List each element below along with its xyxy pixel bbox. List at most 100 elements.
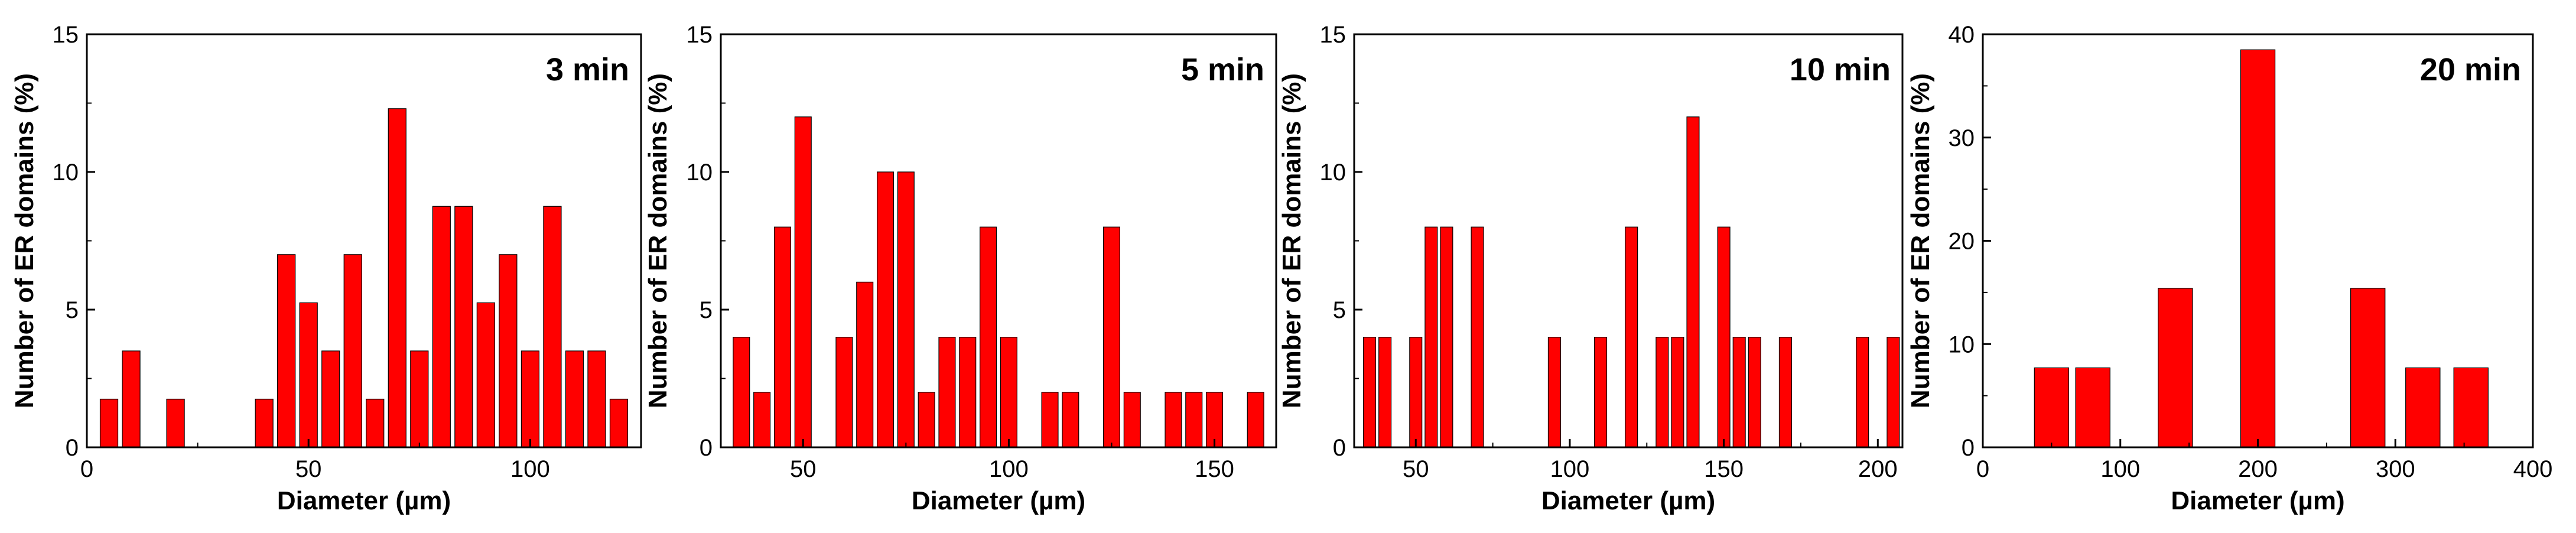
panel-time-label: 3 min <box>546 52 629 87</box>
bar <box>321 350 340 448</box>
bar <box>432 206 451 448</box>
bar <box>980 226 997 448</box>
bar <box>1887 336 1900 448</box>
bar <box>2405 367 2441 448</box>
y-tick-label: 10 <box>1320 160 1346 186</box>
chart-panel-2: 0 5 10 15 50 100 150 5 min Diameter (µm) Number o… <box>643 22 1277 515</box>
bar <box>410 350 429 448</box>
x-axis-title: Diameter (µm) <box>1541 486 1715 515</box>
y-axis-title: Number of ER domains (%) <box>1277 73 1306 408</box>
panel-time-label: 5 min <box>1181 52 1264 87</box>
bar <box>1041 392 1059 448</box>
y-axis-title: Number of ER domains (%) <box>10 73 39 408</box>
y-tick-label: 0 <box>1333 435 1346 461</box>
y-tick-label: 5 <box>700 297 713 323</box>
bar <box>794 116 812 448</box>
bar <box>959 336 977 448</box>
bar <box>277 254 296 448</box>
y-tick-label: 0 <box>66 435 79 461</box>
bar <box>521 350 540 448</box>
bar <box>166 398 185 448</box>
x-tick-label: 50 <box>295 456 322 482</box>
bar <box>918 392 935 448</box>
panel-time-label: 20 min <box>2420 52 2521 87</box>
chart-panel-1: 0 5 10 15 0 50 100 3 min Diameter (µm) Number of … <box>10 22 642 515</box>
bar <box>1378 336 1392 448</box>
x-tick-label: 200 <box>2238 456 2278 482</box>
bar <box>1440 226 1453 448</box>
y-tick-label: 10 <box>687 160 713 186</box>
panel-time-label: 10 min <box>1790 52 1891 87</box>
bar <box>1717 226 1731 448</box>
bar <box>255 398 274 448</box>
bar <box>476 302 495 448</box>
x-tick-label: 150 <box>1195 456 1234 482</box>
bar <box>299 302 318 448</box>
bar <box>1547 336 1561 448</box>
bar <box>587 350 606 448</box>
chart-panel-3: 0 5 10 15 50 100 150 200 10 min Diameter (µm) Numb… <box>1277 22 1904 515</box>
bar <box>773 226 791 448</box>
y-tick-label: 15 <box>1320 22 1346 48</box>
bar <box>1102 226 1121 448</box>
bar <box>753 392 771 448</box>
x-tick-label: 200 <box>1858 456 1898 482</box>
bar <box>1165 392 1182 448</box>
bar <box>1363 336 1377 448</box>
x-tick-label: 0 <box>80 456 93 482</box>
bar <box>733 336 750 448</box>
bar <box>2453 367 2489 448</box>
bar <box>1671 336 1684 448</box>
x-tick-label: 100 <box>989 456 1029 482</box>
bar <box>565 350 584 448</box>
bar <box>1062 392 1079 448</box>
bar <box>2034 367 2070 448</box>
bar <box>1000 336 1017 448</box>
bar <box>1185 392 1203 448</box>
x-tick-label: 100 <box>510 456 550 482</box>
bar <box>1471 226 1484 448</box>
x-tick-label: 100 <box>2100 456 2140 482</box>
x-tick-label: 300 <box>2376 456 2415 482</box>
bar <box>1732 336 1746 448</box>
bar <box>876 171 895 448</box>
bar <box>1594 336 1608 448</box>
y-tick-label: 5 <box>66 297 79 323</box>
bar <box>343 254 362 448</box>
x-tick-label: 50 <box>1403 456 1429 482</box>
bar <box>99 398 119 448</box>
bar <box>1856 336 1869 448</box>
bar <box>2158 288 2193 448</box>
bar <box>499 254 518 448</box>
y-tick-label: 10 <box>1949 332 1975 358</box>
x-axis-title: Diameter (µm) <box>2171 486 2344 515</box>
x-tick-label: 100 <box>1550 456 1590 482</box>
y-tick-label: 5 <box>1333 297 1346 323</box>
x-axis-title: Diameter (µm) <box>277 486 451 515</box>
bar <box>1778 336 1792 448</box>
bar <box>122 350 141 448</box>
bar <box>1424 226 1438 448</box>
bar <box>1625 226 1638 448</box>
bar <box>609 398 629 448</box>
y-tick-label: 40 <box>1949 22 1975 48</box>
bar <box>388 108 406 448</box>
bar <box>366 398 385 448</box>
bar <box>1247 392 1264 448</box>
x-tick-label: 400 <box>2513 456 2553 482</box>
bar <box>835 336 853 448</box>
bar <box>454 206 473 448</box>
bar <box>938 336 956 448</box>
bar <box>2350 288 2386 448</box>
y-tick-label: 30 <box>1949 125 1975 151</box>
y-tick-label: 15 <box>53 22 79 48</box>
bar <box>1655 336 1669 448</box>
bar <box>1123 392 1141 448</box>
bar <box>543 206 562 448</box>
bar <box>1686 116 1700 448</box>
x-tick-label: 50 <box>790 456 817 482</box>
bar <box>897 171 915 448</box>
y-axis-title: Number of ER domains (%) <box>1906 73 1935 408</box>
y-tick-label: 20 <box>1949 229 1975 255</box>
